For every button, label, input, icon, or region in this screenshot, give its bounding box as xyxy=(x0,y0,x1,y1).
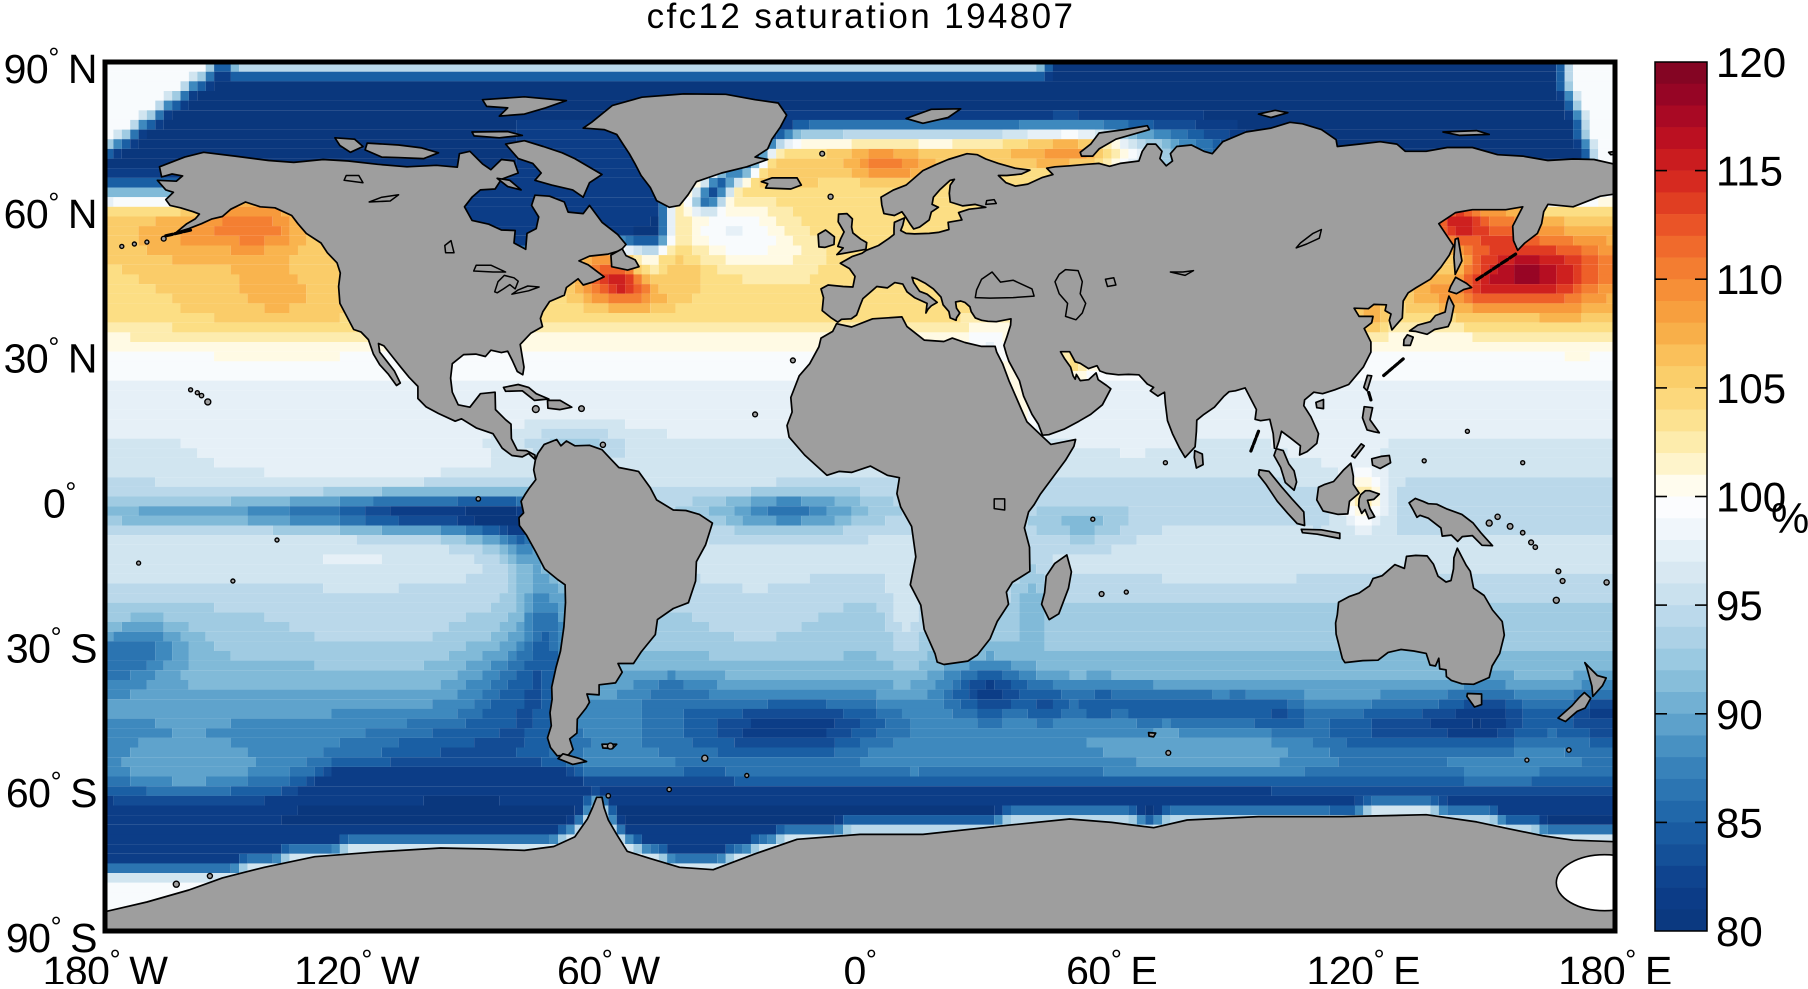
svg-text:95: 95 xyxy=(1716,582,1763,629)
svg-text:cfc12 saturation 194807: cfc12 saturation 194807 xyxy=(647,0,1076,36)
svg-text:85: 85 xyxy=(1716,799,1763,846)
svg-text:120: 120 xyxy=(1716,39,1786,86)
svg-text:100: 100 xyxy=(1716,474,1786,521)
svg-text:115: 115 xyxy=(1716,148,1783,195)
svg-text:%: % xyxy=(1771,495,1808,543)
svg-text:120°W: 120° W xyxy=(294,944,420,984)
svg-text:180°E: 180° E xyxy=(1558,944,1671,984)
svg-text:90°S: 90° S xyxy=(6,911,97,961)
svg-text:90: 90 xyxy=(1716,691,1763,738)
svg-text:110: 110 xyxy=(1716,256,1783,303)
svg-text:30°S: 30° S xyxy=(6,621,97,671)
svg-text:80: 80 xyxy=(1716,908,1763,955)
svg-text:105: 105 xyxy=(1716,365,1786,412)
svg-text:180°W: 180° W xyxy=(43,944,169,984)
svg-text:120°E: 120° E xyxy=(1307,944,1420,984)
